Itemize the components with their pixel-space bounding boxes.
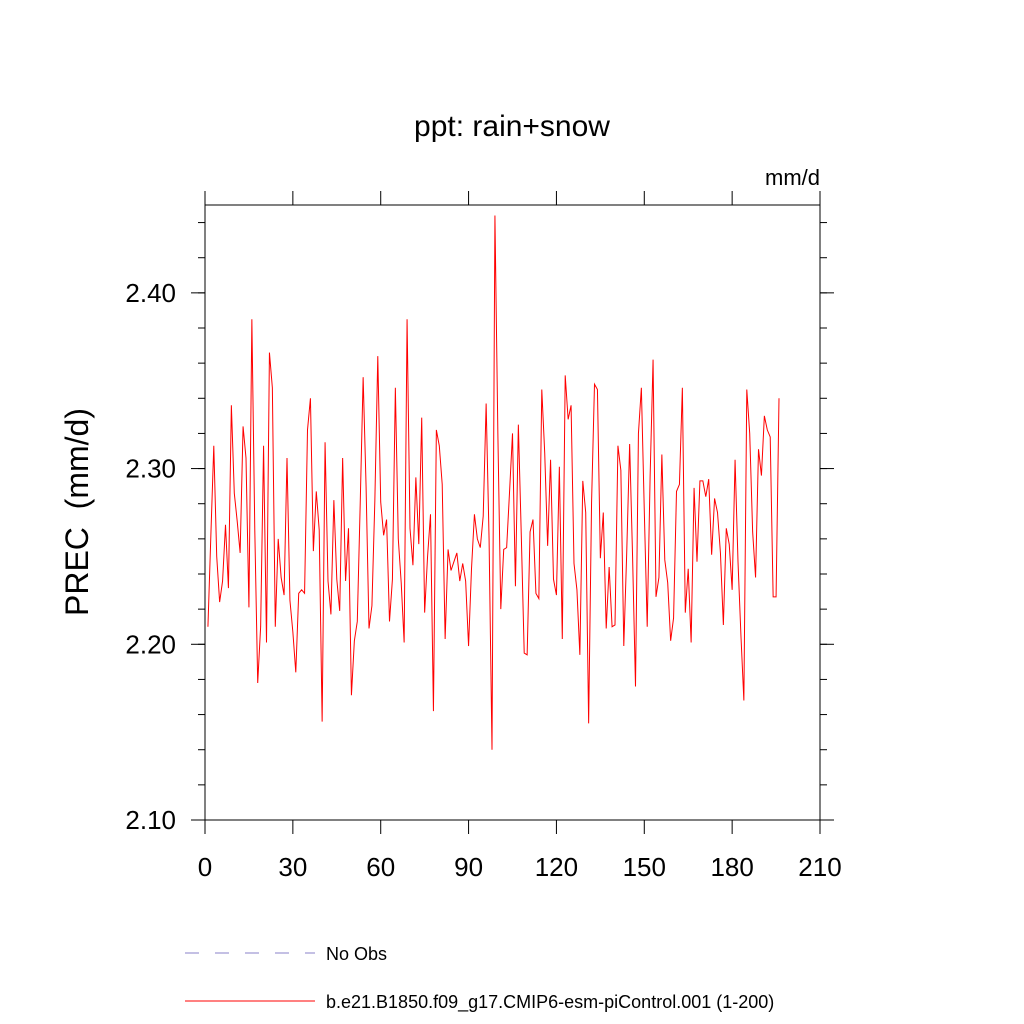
legend-label-no-obs: No Obs [326, 944, 387, 964]
y-tick-label: 2.20 [125, 629, 176, 659]
axis-ticks [191, 191, 834, 834]
x-tick-label: 210 [798, 852, 841, 882]
chart-title: ppt: rain+snow [414, 110, 610, 143]
y-axis-label: PREC (mm/d) [59, 408, 95, 616]
x-tick-labels: 0 30 60 90 120 150 180 210 [198, 852, 842, 882]
x-tick-label: 0 [198, 852, 212, 882]
x-tick-label: 120 [535, 852, 578, 882]
x-tick-label: 30 [278, 852, 307, 882]
series-group [207, 215, 780, 750]
y-tick-label: 2.30 [125, 454, 176, 484]
x-tick-label: 150 [623, 852, 666, 882]
units-label: mm/d [765, 165, 820, 190]
y-tick-labels: 2.10 2.20 2.30 2.40 [125, 278, 176, 835]
legend: No Obs b.e21.B1850.f09_g17.CMIP6-esm-piC… [185, 944, 774, 1013]
y-tick-label: 2.10 [125, 805, 176, 835]
legend-label-model: b.e21.B1850.f09_g17.CMIP6-esm-piControl.… [326, 992, 774, 1013]
x-tick-label: 180 [710, 852, 753, 882]
x-tick-label: 90 [454, 852, 483, 882]
x-tick-label: 60 [366, 852, 395, 882]
plot-frame [204, 204, 821, 821]
series-line [207, 215, 780, 750]
y-tick-label: 2.40 [125, 278, 176, 308]
